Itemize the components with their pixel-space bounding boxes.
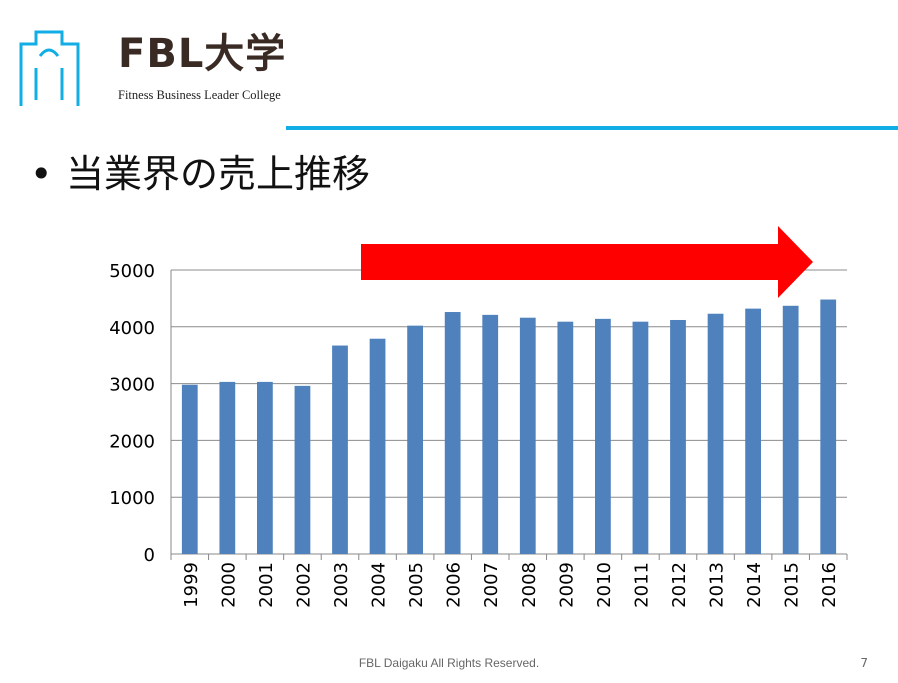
bar-2001 <box>257 381 273 554</box>
x-tick-label: 2016 <box>819 562 840 608</box>
logo-subtitle: Fitness Business Leader College <box>118 88 281 102</box>
x-tick-label: 2014 <box>744 562 765 608</box>
y-tick-label: 0 <box>144 545 155 566</box>
x-tick-label: 2005 <box>406 562 427 608</box>
x-tick-label: 2002 <box>293 562 314 608</box>
bar-2013 <box>707 313 724 554</box>
x-axis-ticks: 1999 2000 2001 2002 2003 2004 2005 2006 2007 2008… <box>170 554 848 608</box>
x-tick-label: 2004 <box>369 562 390 608</box>
y-tick-label: 3000 <box>109 375 155 396</box>
x-tick-label: 2015 <box>782 562 803 608</box>
page-number: 7 <box>860 656 868 670</box>
x-tick-label: 2001 <box>256 562 277 608</box>
x-tick-label: 2008 <box>519 562 540 608</box>
bar-2009 <box>557 321 574 554</box>
x-tick-label: 2013 <box>707 562 728 608</box>
header-rule <box>286 126 898 130</box>
bar-2003 <box>332 345 348 554</box>
y-tick-label: 4000 <box>109 318 155 339</box>
footer-copyright: FBL Daigaku All Rights Reserved. <box>358 656 540 670</box>
x-tick-label: 2011 <box>631 562 652 608</box>
x-tick-label: 2000 <box>218 562 239 608</box>
slide-title-text: 当業界の売上推移 <box>66 152 371 196</box>
logo: FBL大学 Fitness Business Leader College <box>18 28 285 108</box>
y-axis-ticks: 0 1000 2000 3000 4000 5000 <box>109 261 155 566</box>
bar-2014 <box>745 308 761 554</box>
bar-2002 <box>294 385 311 554</box>
y-tick-label: 2000 <box>109 431 155 452</box>
bar-2005 <box>407 325 423 554</box>
trend-arrow <box>361 226 813 298</box>
bar-2008 <box>519 317 536 554</box>
bar-2011 <box>632 321 649 554</box>
x-tick-label: 2009 <box>556 562 577 608</box>
y-tick-label: 1000 <box>109 488 155 509</box>
bullet-marker: • <box>30 152 53 196</box>
bar-2015 <box>782 305 799 554</box>
y-tick-label: 5000 <box>109 261 155 282</box>
x-tick-label: 2010 <box>594 562 615 608</box>
x-tick-label: 2006 <box>444 562 465 608</box>
x-tick-label: 2003 <box>331 562 352 608</box>
bar-2016 <box>820 299 837 554</box>
bar-2010 <box>595 318 611 554</box>
logo-text: FBL大学 <box>118 31 287 77</box>
bar-1999 <box>181 384 198 554</box>
slide-title: • 当業界の売上推移 <box>30 152 370 198</box>
x-tick-label: 2007 <box>481 562 502 608</box>
bar-2006 <box>444 312 461 554</box>
bar-2012 <box>670 319 686 554</box>
x-tick-label: 1999 <box>181 562 202 608</box>
bar-2007 <box>482 314 499 554</box>
bar-2004 <box>369 338 386 554</box>
chart-bars <box>181 299 837 554</box>
bar-2000 <box>219 381 236 554</box>
building-logo-icon <box>19 30 80 106</box>
x-tick-label: 2012 <box>669 562 690 608</box>
